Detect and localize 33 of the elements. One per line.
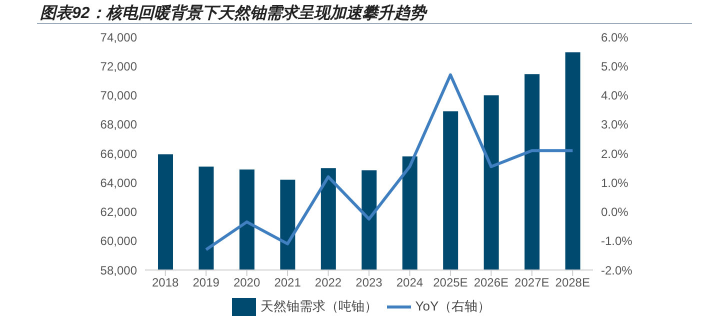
line-series	[204, 73, 574, 252]
y-tick-label: 58,000	[100, 263, 138, 278]
x-tick-label: 2021	[274, 276, 302, 290]
y2-tick-label: 1.0%	[601, 176, 629, 190]
y2-tick-label: -1.0%	[601, 234, 633, 248]
y-tick-label: 66,000	[100, 146, 138, 161]
y-tick-label: 72,000	[100, 59, 138, 74]
chart-title: 图表92：核电回暖背景下天然铀需求呈现加速攀升趋势	[40, 3, 426, 24]
x-tick-label: 2022	[314, 276, 342, 290]
y-tick-label: 70,000	[100, 88, 138, 103]
x-tick-label: 2028E	[555, 276, 590, 290]
y-tick-label: 64,000	[100, 176, 138, 190]
y2-tick-label: 6.0%	[601, 30, 629, 44]
x-tick-label: 2020	[233, 276, 260, 290]
x-tick-label: 2023	[356, 276, 383, 290]
x-tick-label: 2025E	[433, 276, 468, 290]
x-tick-label: 2027E	[514, 276, 550, 290]
y-tick-label: 60,000	[100, 234, 138, 248]
y-tick-label: 62,000	[100, 205, 138, 220]
x-tick-label: 2026E	[474, 276, 509, 290]
x-tick-label: 2024	[396, 276, 424, 290]
y2-tick-label: 4.0%	[601, 88, 629, 103]
y2-tick-label: 3.0%	[601, 118, 629, 132]
legend-label: 天然铀需求（吨铀）	[260, 298, 378, 314]
y-tick-label: 68,000	[100, 118, 138, 132]
x-tick-label: 2018	[152, 276, 180, 290]
y2-tick-label: 5.0%	[601, 59, 629, 74]
y2-tick-label: 0.0%	[601, 205, 629, 220]
y2-tick-label: 2.0%	[601, 146, 629, 161]
y2-tick-label: -2.0%	[601, 263, 633, 278]
legend-label: YoY（右轴）	[415, 298, 491, 314]
x-tick-label: 2019	[192, 276, 220, 290]
y-tick-label: 74,000	[100, 30, 138, 44]
